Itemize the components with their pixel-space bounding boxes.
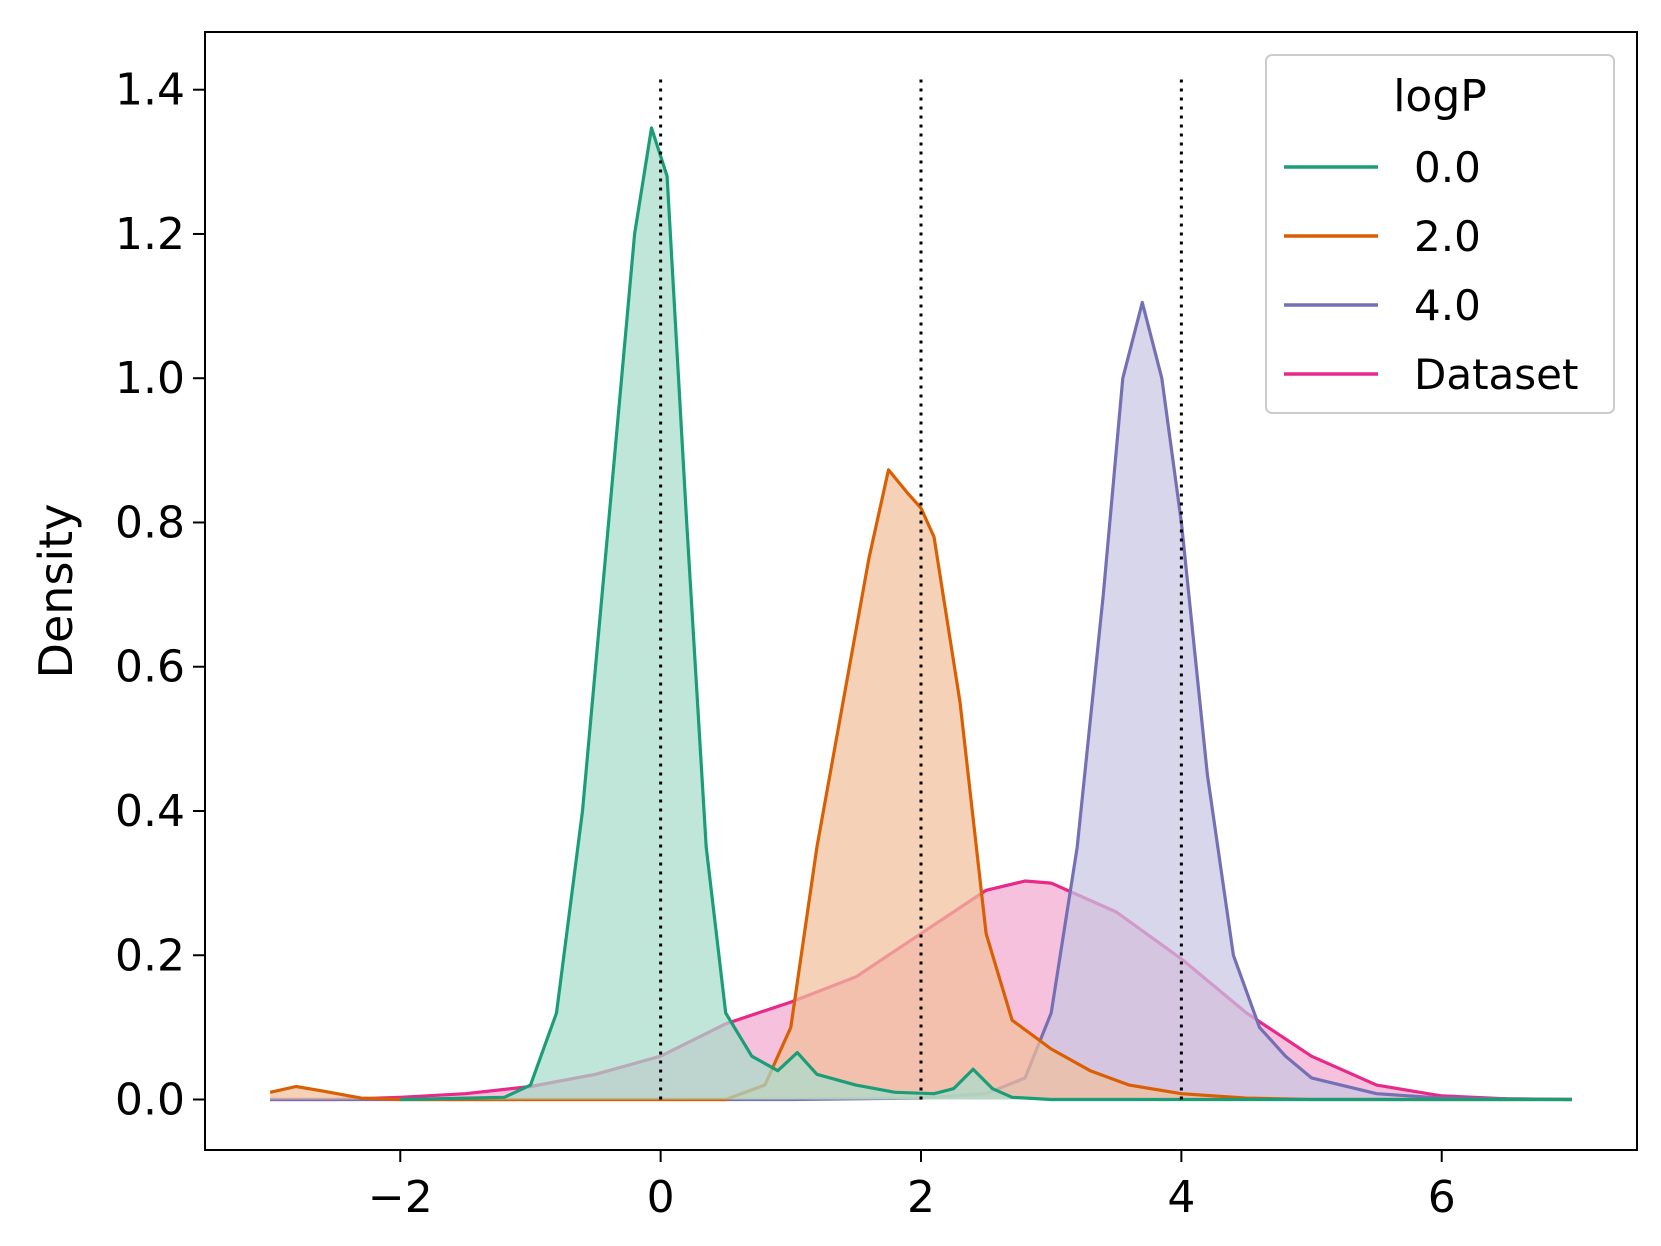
legend-label: Dataset (1414, 350, 1578, 399)
y-tick-label: 0.0 (115, 1075, 185, 1126)
x-axis: −2 0 2 4 6 (368, 1150, 1456, 1223)
y-tick-label: 1.4 (115, 65, 185, 116)
y-tick-label: 1.2 (115, 209, 185, 260)
legend-box (1265, 54, 1615, 414)
legend-title: logP (1393, 71, 1487, 122)
x-tick-label: 0 (647, 1172, 675, 1223)
series-2-0-area (270, 469, 1572, 1100)
y-axis-label: Density (29, 504, 83, 679)
y-axis: 0.0 0.2 0.4 0.6 0.8 1.0 1.2 1.4 (115, 65, 205, 1126)
legend-label: 2.0 (1414, 212, 1481, 261)
legend-items: 0.0 2.0 4.0 Dataset (1284, 143, 1578, 399)
series-0-0-area (400, 127, 1572, 1100)
series-0-0-line (400, 126, 1572, 1102)
x-tick-label: 6 (1428, 1172, 1456, 1223)
y-tick-label: 0.6 (115, 642, 185, 693)
y-tick-label: 1.0 (115, 353, 185, 404)
legend-label: 0.0 (1414, 143, 1481, 192)
x-tick-label: 4 (1167, 1172, 1195, 1223)
legend-label: 4.0 (1414, 281, 1481, 330)
y-tick-label: 0.2 (115, 930, 185, 981)
x-tick-label: 2 (907, 1172, 935, 1223)
legend: logP 0.0 2.0 4.0 Dataset (1265, 54, 1615, 414)
y-tick-label: 0.4 (115, 786, 185, 837)
y-tick-label: 0.8 (115, 497, 185, 548)
x-tick-label: −2 (368, 1172, 433, 1223)
